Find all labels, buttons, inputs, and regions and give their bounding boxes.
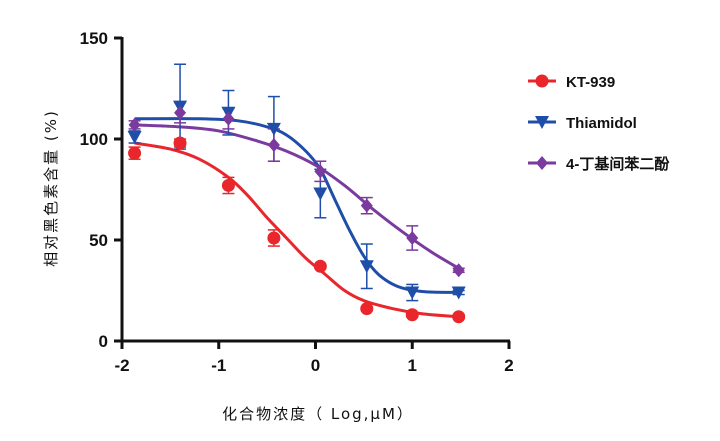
y-tick-label: 50 (89, 231, 108, 250)
x-tick-label: 1 (408, 356, 417, 375)
legend-item-1: KT-939 (528, 74, 615, 91)
y-tick-label: 100 (80, 130, 108, 149)
data-point (173, 136, 187, 150)
data-point (221, 178, 235, 192)
legend-item-3: 4-丁基间苯二酚 (528, 155, 670, 173)
legend-marker (535, 74, 549, 88)
data-point (359, 260, 374, 274)
data-point (360, 302, 374, 316)
x-tick-label: -2 (114, 356, 129, 375)
legend-marker (536, 156, 548, 170)
y-axis-title: 相对黑色素含量 (%) (42, 109, 60, 267)
legend-label: KT-939 (566, 74, 615, 91)
legend: KT-939 Thiamidol 4-丁基间苯二酚 (528, 74, 670, 173)
x-tick-label: 0 (311, 356, 320, 375)
data-point (267, 138, 280, 153)
legend-label: 4-丁基间苯二酚 (566, 155, 670, 173)
data-point (174, 105, 187, 120)
data-point (267, 231, 281, 245)
data-point (313, 259, 327, 273)
x-tick-label: -1 (211, 356, 226, 375)
data-point (128, 117, 141, 132)
legend-item-2: Thiamidol (528, 115, 637, 132)
y-tick-label: 0 (99, 332, 108, 351)
data-point (222, 111, 235, 126)
data-point (451, 286, 466, 300)
data-point (406, 230, 419, 245)
data-points (127, 100, 466, 324)
y-ticks: 0 50 100 150 (80, 29, 122, 351)
data-point (405, 286, 420, 300)
data-point (360, 198, 373, 213)
data-point (127, 130, 142, 144)
data-point (452, 263, 465, 278)
data-point (313, 187, 328, 201)
data-point (405, 308, 419, 322)
x-axis-title: 化合物浓度（ Log,μM） (222, 405, 414, 423)
data-point (452, 310, 466, 324)
data-point (266, 122, 281, 136)
x-ticks: -2 -1 0 1 2 (114, 341, 514, 375)
legend-marker (535, 116, 549, 129)
y-tick-label: 150 (80, 29, 108, 48)
data-point (128, 146, 142, 160)
data-point (314, 164, 327, 179)
legend-label: Thiamidol (566, 115, 637, 132)
fit-curve-2 (134, 117, 459, 295)
fit-curve-1 (134, 141, 459, 319)
x-tick-label: 2 (504, 356, 513, 375)
